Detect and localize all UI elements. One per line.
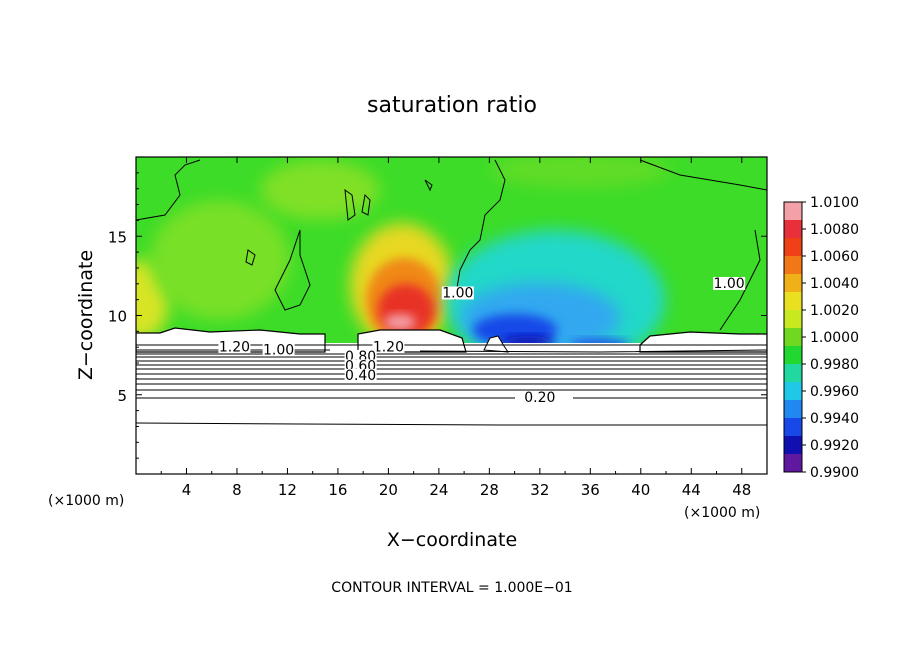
- colorbar-swatch: [784, 382, 802, 401]
- contour-label-bg: [713, 276, 746, 290]
- colorbar-swatch: [784, 328, 802, 347]
- colorbar-swatch: [784, 418, 802, 437]
- x-tick-label: 40: [631, 481, 650, 499]
- colorbar-swatch: [784, 454, 802, 473]
- x-axis: 4 8 12 16 20 24 28 32 36 40 44 48: [160, 157, 751, 499]
- x-tick-label: 12: [278, 481, 297, 499]
- colorbar-swatch: [784, 274, 802, 293]
- y-axis: 5 10 15: [108, 172, 767, 459]
- plot-area: [136, 157, 767, 474]
- colorbar-label: 1.0080: [810, 222, 859, 238]
- contour-label: 1.20: [373, 339, 404, 355]
- cloud-top-right: [639, 331, 767, 353]
- colorbar-swatch: [784, 310, 802, 329]
- y-tick-label: 15: [108, 228, 127, 246]
- contour-label-bg: [344, 368, 377, 382]
- core-pink: [384, 314, 416, 330]
- x-tick-label: 36: [581, 481, 600, 499]
- colorbar-label: 1.0000: [810, 330, 859, 346]
- colorbar-label: 0.9960: [810, 384, 859, 400]
- colorbar-swatch: [784, 238, 802, 257]
- x-tick-label: 20: [379, 481, 398, 499]
- colorbar-label: 1.0060: [810, 249, 859, 265]
- x-tick-label: 28: [480, 481, 499, 499]
- contour-label-bg: [218, 340, 251, 354]
- x-unit-left: (×1000 m): [48, 493, 124, 509]
- colorbar-swatch: [784, 292, 802, 311]
- field-patch: [150, 200, 290, 320]
- colorbar-label: 1.0040: [810, 276, 859, 292]
- x-unit-right: (×1000 m): [684, 505, 760, 521]
- colorbar-label: 0.9920: [810, 438, 859, 454]
- colorbar-swatch: [784, 346, 802, 365]
- colorbar-swatch: [784, 220, 802, 239]
- colorbar: 1.0100 1.0080 1.0060 1.0040 1.0020 1.0000 0.99…: [783, 195, 859, 481]
- colorbar-label: 1.0100: [810, 195, 859, 211]
- x-tick-label: 16: [328, 481, 347, 499]
- colorbar-swatch: [784, 364, 802, 383]
- contour-label: 1.20: [219, 339, 250, 355]
- chart-title: saturation ratio: [367, 93, 537, 118]
- x-tick-label: 4: [182, 481, 192, 499]
- colorbar-swatch: [784, 256, 802, 275]
- contour-label: 1.00: [714, 276, 745, 292]
- colorbar-swatch: [784, 400, 802, 419]
- contour-interval-footer: CONTOUR INTERVAL = 1.000E−01: [331, 580, 572, 596]
- colorbar-swatch: [784, 202, 802, 221]
- contour-label: 0.20: [524, 390, 555, 406]
- x-tick-label: 48: [732, 481, 751, 499]
- contour-label: 1.00: [263, 343, 294, 359]
- contour-label: 0.40: [345, 368, 376, 384]
- y-tick-label: 10: [108, 308, 127, 326]
- x-tick-label: 44: [682, 481, 701, 499]
- x-tick-label: 8: [232, 481, 242, 499]
- x-tick-label: 24: [429, 481, 448, 499]
- y-axis-label: Z−coordinate: [75, 250, 97, 380]
- colorbar-label: 1.0020: [810, 303, 859, 319]
- contour-label-bg: [262, 343, 295, 357]
- contour-label: 1.00: [442, 285, 473, 301]
- colorbar-label: 0.9980: [810, 357, 859, 373]
- y-tick-label: 5: [117, 387, 127, 405]
- colorbar-label: 0.9900: [810, 465, 859, 481]
- contour-label-bg: [441, 286, 474, 300]
- x-tick-label: 32: [530, 481, 549, 499]
- colorbar-label: 0.9940: [810, 411, 859, 427]
- x-axis-label: X−coordinate: [387, 529, 517, 551]
- field-patch: [490, 157, 670, 188]
- contour-label-bg: [523, 391, 556, 405]
- contour-labels: 1.20 1.00 1.200.800.600.400.201.001.00: [218, 276, 746, 406]
- lower-region: [136, 343, 767, 474]
- field-patch: [260, 160, 380, 220]
- contour-label-bg: [372, 340, 405, 354]
- colorbar-swatch: [784, 436, 802, 455]
